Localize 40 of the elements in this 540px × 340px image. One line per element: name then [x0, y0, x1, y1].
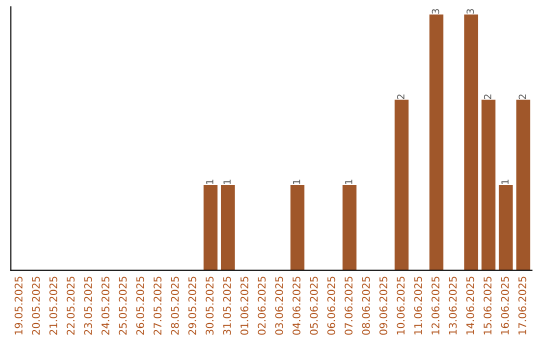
x-tick-label: 02.06.2025: [258, 276, 266, 335]
x-tick-label: 08.06.2025: [362, 276, 370, 335]
x-tick-label: 03.06.2025: [275, 276, 284, 335]
data-label: 1: [224, 180, 231, 184]
data-label: 3: [432, 9, 440, 14]
x-tick-label: 06.06.2025: [327, 276, 336, 335]
x-tick-label: 22.05.2025: [66, 276, 75, 335]
data-label: 1: [206, 180, 214, 184]
x-tick-label: 01.06.2025: [240, 276, 248, 335]
x-tick-label: 24.05.2025: [101, 276, 110, 335]
data-label: 3: [466, 9, 474, 14]
x-tick-label: 23.05.2025: [84, 276, 92, 335]
x-tick-label: 14.06.2025: [466, 276, 474, 334]
x-tick-label: 19.05.2025: [14, 276, 23, 334]
x-tick-label: 17.06.2025: [518, 276, 526, 334]
x-tick-label: 31.05.2025: [223, 276, 231, 335]
x-tick-label: 28.05.2025: [170, 276, 179, 335]
x-tick-label: 15.06.2025: [484, 276, 492, 334]
x-tick-label: 11.06.2025: [414, 276, 422, 334]
x-tick-label: 29.05.2025: [188, 276, 196, 335]
x-tick-label: 21.05.2025: [49, 276, 58, 335]
x-tick-label: 30.05.2025: [206, 276, 214, 335]
x-tick-label: 04.06.2025: [292, 276, 300, 335]
x-tick-label: 10.06.2025: [396, 276, 405, 334]
x-tick-label: 25.05.2025: [118, 276, 127, 335]
data-label: 2: [484, 94, 492, 100]
data-label: 2: [397, 94, 404, 100]
x-tick-label: 27.05.2025: [154, 276, 162, 335]
x-tick-label: 12.06.2025: [432, 276, 440, 334]
x-tick-label: 16.06.2025: [500, 276, 509, 334]
x-tick-label: 20.05.2025: [32, 276, 40, 335]
data-label: 1: [501, 180, 509, 184]
data-label: 1: [345, 180, 352, 184]
x-tick-label: 07.06.2025: [344, 276, 353, 335]
data-label: 2: [518, 94, 526, 100]
x-tick-label: 05.06.2025: [310, 276, 318, 335]
x-tick-label: 09.06.2025: [379, 276, 388, 335]
data-label: 1: [293, 180, 300, 184]
x-tick-label: 26.05.2025: [136, 276, 144, 335]
x-tick-label: 13.06.2025: [448, 276, 457, 334]
